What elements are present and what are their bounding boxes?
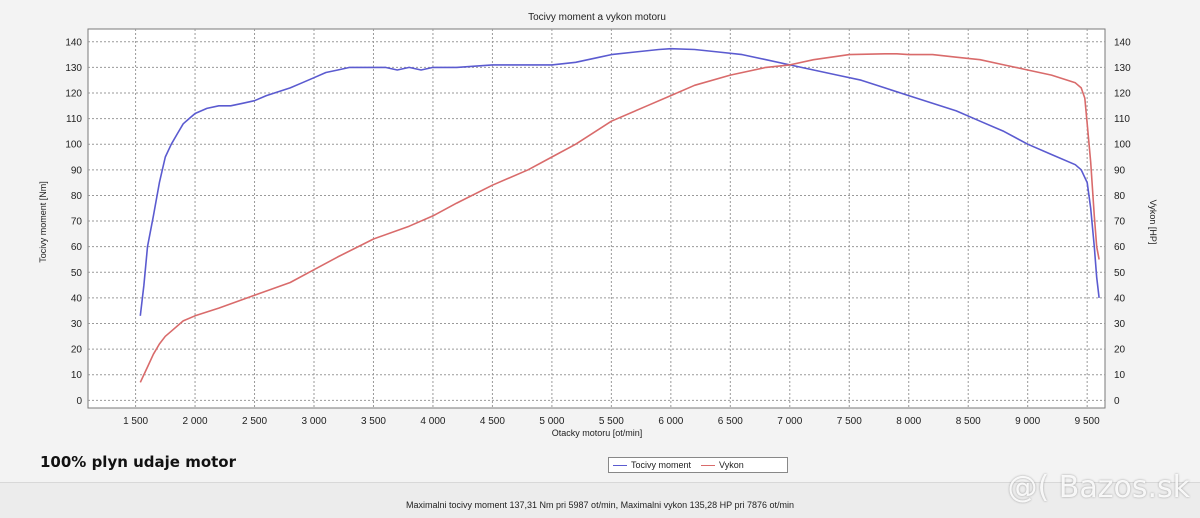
y-left-tick-label: 40	[71, 293, 83, 304]
y-left-tick-label: 100	[65, 140, 82, 151]
y-right-tick-label: 110	[1114, 114, 1130, 125]
chart-title: Tocivy moment a vykon motoru	[528, 12, 666, 23]
y-left-tick-label: 20	[71, 345, 83, 356]
y-right-tick-label: 80	[1114, 191, 1126, 202]
y-right-tick-label: 30	[1114, 319, 1126, 330]
power-series-line	[139, 52, 1100, 383]
y-right-tick-label: 70	[1114, 217, 1126, 228]
x-tick-label: 9 000	[1015, 416, 1040, 427]
y-right-axis-title: Vykon [HP]	[1148, 200, 1158, 245]
y-left-tick-label: 80	[71, 191, 83, 202]
summary-text: Maximalni tocivy moment 137,31 Nm pri 59…	[405, 500, 794, 510]
series-lines	[139, 47, 1100, 383]
x-tick-label: 2 000	[183, 416, 208, 427]
legend-swatch-power	[701, 464, 716, 466]
y-right-tick-label: 0	[1114, 396, 1120, 407]
grid	[87, 28, 1106, 409]
x-tick-label: 7 000	[777, 416, 802, 427]
x-axis-title: Otacky motoru [ot/min]	[552, 428, 643, 438]
x-tick-label: 8 500	[956, 416, 981, 427]
y-left-tick-label: 140	[65, 37, 82, 48]
legend-label-torque: Tocivy moment	[631, 460, 692, 470]
y-right-tick-label: 40	[1114, 293, 1126, 304]
y-left-tick-label: 10	[71, 370, 83, 381]
y-right-tick-label: 90	[1114, 165, 1126, 176]
legend-item-power: Vykon	[701, 460, 744, 470]
y-left-tick-label: 50	[71, 268, 83, 279]
x-tick-label: 6 000	[658, 416, 683, 427]
x-tick-label: 6 500	[718, 416, 743, 427]
x-tick-label: 5 500	[599, 416, 624, 427]
y-right-tick-label: 10	[1114, 370, 1126, 381]
y-right-tick-label: 60	[1114, 242, 1126, 253]
watermark: @( Bazos.sk	[1007, 470, 1190, 505]
y-left-axis-title: Tocivy moment [Nm]	[38, 181, 48, 263]
x-tick-label: 2 500	[242, 416, 267, 427]
x-tick-label: 9 500	[1075, 416, 1100, 427]
x-tick-label: 1 500	[123, 416, 148, 427]
y-left-tick-label: 70	[71, 217, 83, 228]
y-right-tick-label: 120	[1114, 89, 1131, 100]
x-tick-label: 4 000	[420, 416, 445, 427]
torque-series-line	[139, 47, 1100, 316]
dyno-chart: 0 0 10 10 20 20 30 30 40 40 50 50 60 60 70 70 80 80 90 90 10…	[38, 12, 1158, 438]
y-left-tick-label: 90	[71, 165, 83, 176]
y-right-tick-label: 20	[1114, 345, 1126, 356]
x-tick-label: 3 000	[301, 416, 326, 427]
footer-bar	[0, 482, 1200, 518]
y-left-tick-label: 0	[76, 396, 82, 407]
y-right-tick-label: 50	[1114, 268, 1126, 279]
x-tick-label: 8 000	[896, 416, 921, 427]
y-right-tick-label: 100	[1114, 140, 1131, 151]
y-right-tick-label: 140	[1114, 37, 1131, 48]
plot-area	[87, 28, 1106, 409]
legend-swatch-torque	[613, 464, 627, 466]
y-left-tick-label: 110	[66, 114, 82, 125]
legend: Tocivy moment Vykon	[608, 457, 788, 473]
legend-label-power: Vykon	[719, 460, 744, 470]
legend-item-torque: Tocivy moment	[613, 460, 691, 470]
x-tick-label: 4 500	[480, 416, 505, 427]
y-left-tick-label: 130	[65, 63, 82, 74]
x-tick-label: 7 500	[837, 416, 862, 427]
x-tick-label: 3 500	[361, 416, 386, 427]
x-tick-label: 5 000	[539, 416, 564, 427]
y-left-tick-label: 30	[71, 319, 83, 330]
caption: 100% plyn udaje motor	[40, 453, 237, 471]
y-right-tick-label: 130	[1114, 63, 1131, 74]
tick-labels: 0 0 10 10 20 20 30 30 40 40 50 50 60 60 70 70 80 80 90 90 10…	[65, 37, 1131, 427]
y-left-tick-label: 120	[65, 89, 82, 100]
y-left-tick-label: 60	[71, 242, 83, 253]
